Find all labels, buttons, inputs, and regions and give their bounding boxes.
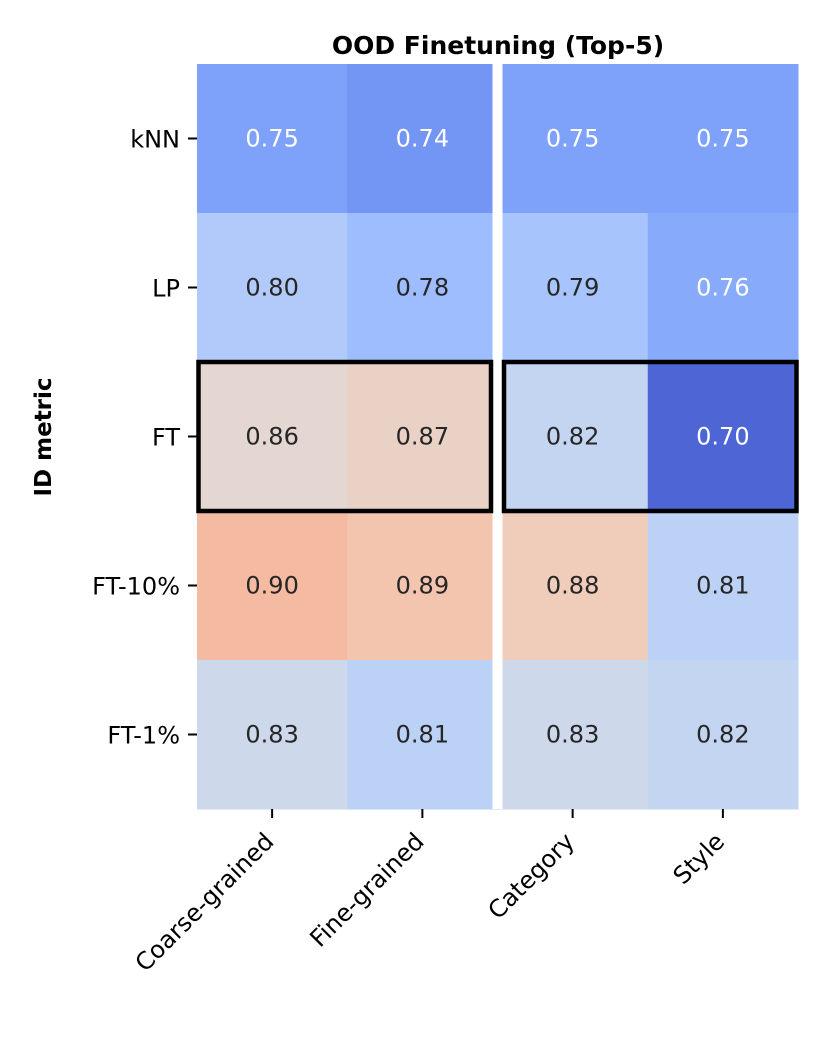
cell-value-label: 0.74 (396, 125, 449, 153)
cell-value-label: 0.81 (396, 721, 449, 749)
heatmap-cell (347, 362, 498, 512)
heatmap-cell (197, 213, 348, 363)
heatmap-cell (347, 64, 498, 214)
cell-value-label: 0.70 (696, 423, 749, 451)
x-tick-label: Coarse-grained (130, 827, 280, 977)
heatmap-cell (197, 511, 348, 661)
cell-value-label: 0.89 (396, 572, 449, 600)
y-tick-label: kNN (130, 126, 180, 154)
highlight-boxes (196, 359, 799, 514)
heatmap-cell (647, 660, 799, 810)
heatmap-cell (197, 64, 348, 214)
cell-value-label: 0.83 (546, 721, 599, 749)
cell-value-label: 0.82 (546, 423, 599, 451)
heatmap-cell (647, 511, 799, 661)
cell-value-label: 0.75 (696, 125, 749, 153)
cell-value-label: 0.75 (546, 125, 599, 153)
cell-value-label: 0.87 (396, 423, 449, 451)
cell-value-label: 0.80 (245, 274, 298, 302)
heatmap-cell (347, 660, 498, 810)
y-tick-label: FT-10% (92, 573, 180, 601)
heatmap-cell (497, 64, 649, 214)
cell-value-labels: 0.75 0.74 0.75 0.75 0.80 0.78 0.79 0.76 0.86 0.87… (245, 125, 749, 749)
heatmap-cell (347, 213, 498, 363)
group-separator (492, 64, 503, 809)
x-tick-label: Style (668, 827, 730, 889)
heatmap-cell (647, 213, 799, 363)
heatmap-cell (197, 362, 348, 512)
highlight-box (501, 359, 799, 514)
cell-value-label: 0.86 (245, 423, 298, 451)
heatmap-cell (647, 64, 799, 214)
cell-value-label: 0.90 (245, 572, 298, 600)
heatmap-cell (497, 511, 649, 661)
heatmap-cell (497, 660, 649, 810)
y-axis-label: ID metric (31, 377, 57, 496)
y-axis: kNN LP FT FT-10% FT-1% (92, 126, 197, 750)
cell-value-label: 0.79 (546, 274, 599, 302)
highlight-box (196, 359, 494, 514)
cell-value-label: 0.82 (696, 721, 749, 749)
cell-value-label: 0.83 (245, 721, 298, 749)
x-tick-label: Fine-grained (304, 827, 429, 952)
heatmap-cells (197, 64, 799, 810)
heatmap-cell (347, 511, 498, 661)
heatmap-cell (497, 362, 649, 512)
cell-value-label: 0.78 (396, 274, 449, 302)
cell-value-label: 0.88 (546, 572, 599, 600)
x-axis: Coarse-grained Fine-grained Category Style (130, 809, 730, 977)
heatmap-cell (497, 213, 649, 363)
heatmap-cell (197, 660, 348, 810)
group-separators (492, 64, 503, 809)
cell-value-label: 0.75 (245, 125, 298, 153)
x-tick-label: Category (483, 827, 580, 924)
y-tick-label: LP (152, 275, 180, 303)
y-tick-label: FT-1% (107, 722, 180, 750)
cell-value-label: 0.81 (696, 572, 749, 600)
chart-title: OOD Finetuning (Top-5) (332, 31, 664, 60)
heatmap-cell (647, 362, 799, 512)
y-tick-label: FT (152, 424, 180, 452)
cell-value-label: 0.76 (696, 274, 749, 302)
